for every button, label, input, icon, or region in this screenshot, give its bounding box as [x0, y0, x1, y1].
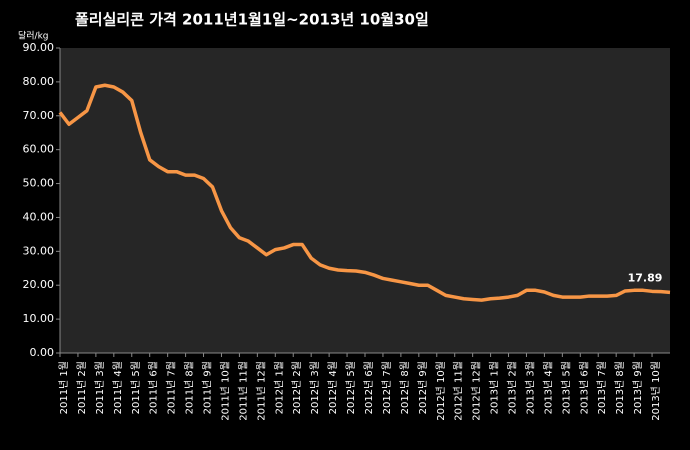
y-tick-label: 10.00	[23, 312, 55, 325]
x-tick-label: 2012년 9월	[417, 361, 429, 414]
x-tick-label: 2012년 1월	[273, 361, 285, 414]
x-tick-label: 2011년 5월	[130, 361, 142, 414]
x-tick-label: 2012년 8월	[399, 361, 411, 414]
x-tick-label: 2012년 3월	[309, 361, 321, 414]
x-tick-label: 2011년 10월	[219, 361, 231, 421]
y-tick-label: 80.00	[23, 75, 55, 88]
x-tick-label: 2013년 3월	[524, 361, 536, 414]
y-tick-label: 60.00	[23, 143, 55, 156]
x-tick-label: 2011년 3월	[94, 361, 106, 414]
plot-area	[60, 48, 670, 353]
x-tick-label: 2011년 7월	[166, 361, 178, 414]
x-tick-label: 2011년 11월	[237, 361, 249, 421]
x-tick-label: 2013년 8월	[614, 361, 626, 414]
x-tick-label: 2013년 1월	[489, 361, 501, 414]
y-tick-label: 0.00	[30, 346, 55, 359]
x-tick-label: 2012년 2월	[291, 361, 303, 414]
y-tick-label: 70.00	[23, 109, 55, 122]
x-tick-label: 2011년 6월	[148, 361, 160, 414]
x-tick-label: 2011년 9월	[202, 361, 214, 414]
x-tick-label: 2013년 5월	[560, 361, 572, 414]
y-tick-label: 90.00	[23, 41, 55, 54]
y-tick-label: 20.00	[23, 278, 55, 291]
x-tick-label: 2011년 1월	[58, 361, 70, 414]
x-tick-label: 2013년 7월	[596, 361, 608, 414]
x-tick-label: 2013년 4월	[542, 361, 554, 414]
x-tick-label: 2013년 6월	[578, 361, 590, 414]
y-axis-label: 달러/kg	[18, 30, 49, 42]
x-tick-label: 2012년 11월	[453, 361, 465, 421]
x-tick-label: 2011년 2월	[76, 361, 88, 414]
price-line	[58, 83, 671, 302]
x-tick-label: 2012년 4월	[327, 361, 339, 414]
x-tick-label: 2011년 8월	[184, 361, 196, 414]
x-tick-label: 2013년 10월	[650, 361, 662, 421]
x-tick-label: 2012년 12월	[471, 361, 483, 421]
x-tick-label: 2011년 12월	[255, 361, 267, 421]
x-tick-label: 2012년 5월	[345, 361, 357, 414]
y-tick-label: 50.00	[23, 177, 55, 190]
y-tick-label: 30.00	[23, 244, 55, 257]
y-tick-label: 40.00	[23, 210, 55, 223]
x-tick-label: 2013년 2월	[507, 361, 519, 414]
x-tick-label: 2011년 4월	[112, 361, 124, 414]
chart-title: 폴리실리콘 가격 2011년1월1일~2013년 10월30일	[75, 11, 429, 29]
x-tick-label: 2013년 9월	[632, 361, 644, 414]
x-tick-label: 2012년 6월	[363, 361, 375, 414]
x-tick-label: 2012년 10월	[435, 361, 447, 421]
x-tick-label: 2012년 7월	[381, 361, 393, 414]
data-label: 17.89	[628, 271, 663, 284]
